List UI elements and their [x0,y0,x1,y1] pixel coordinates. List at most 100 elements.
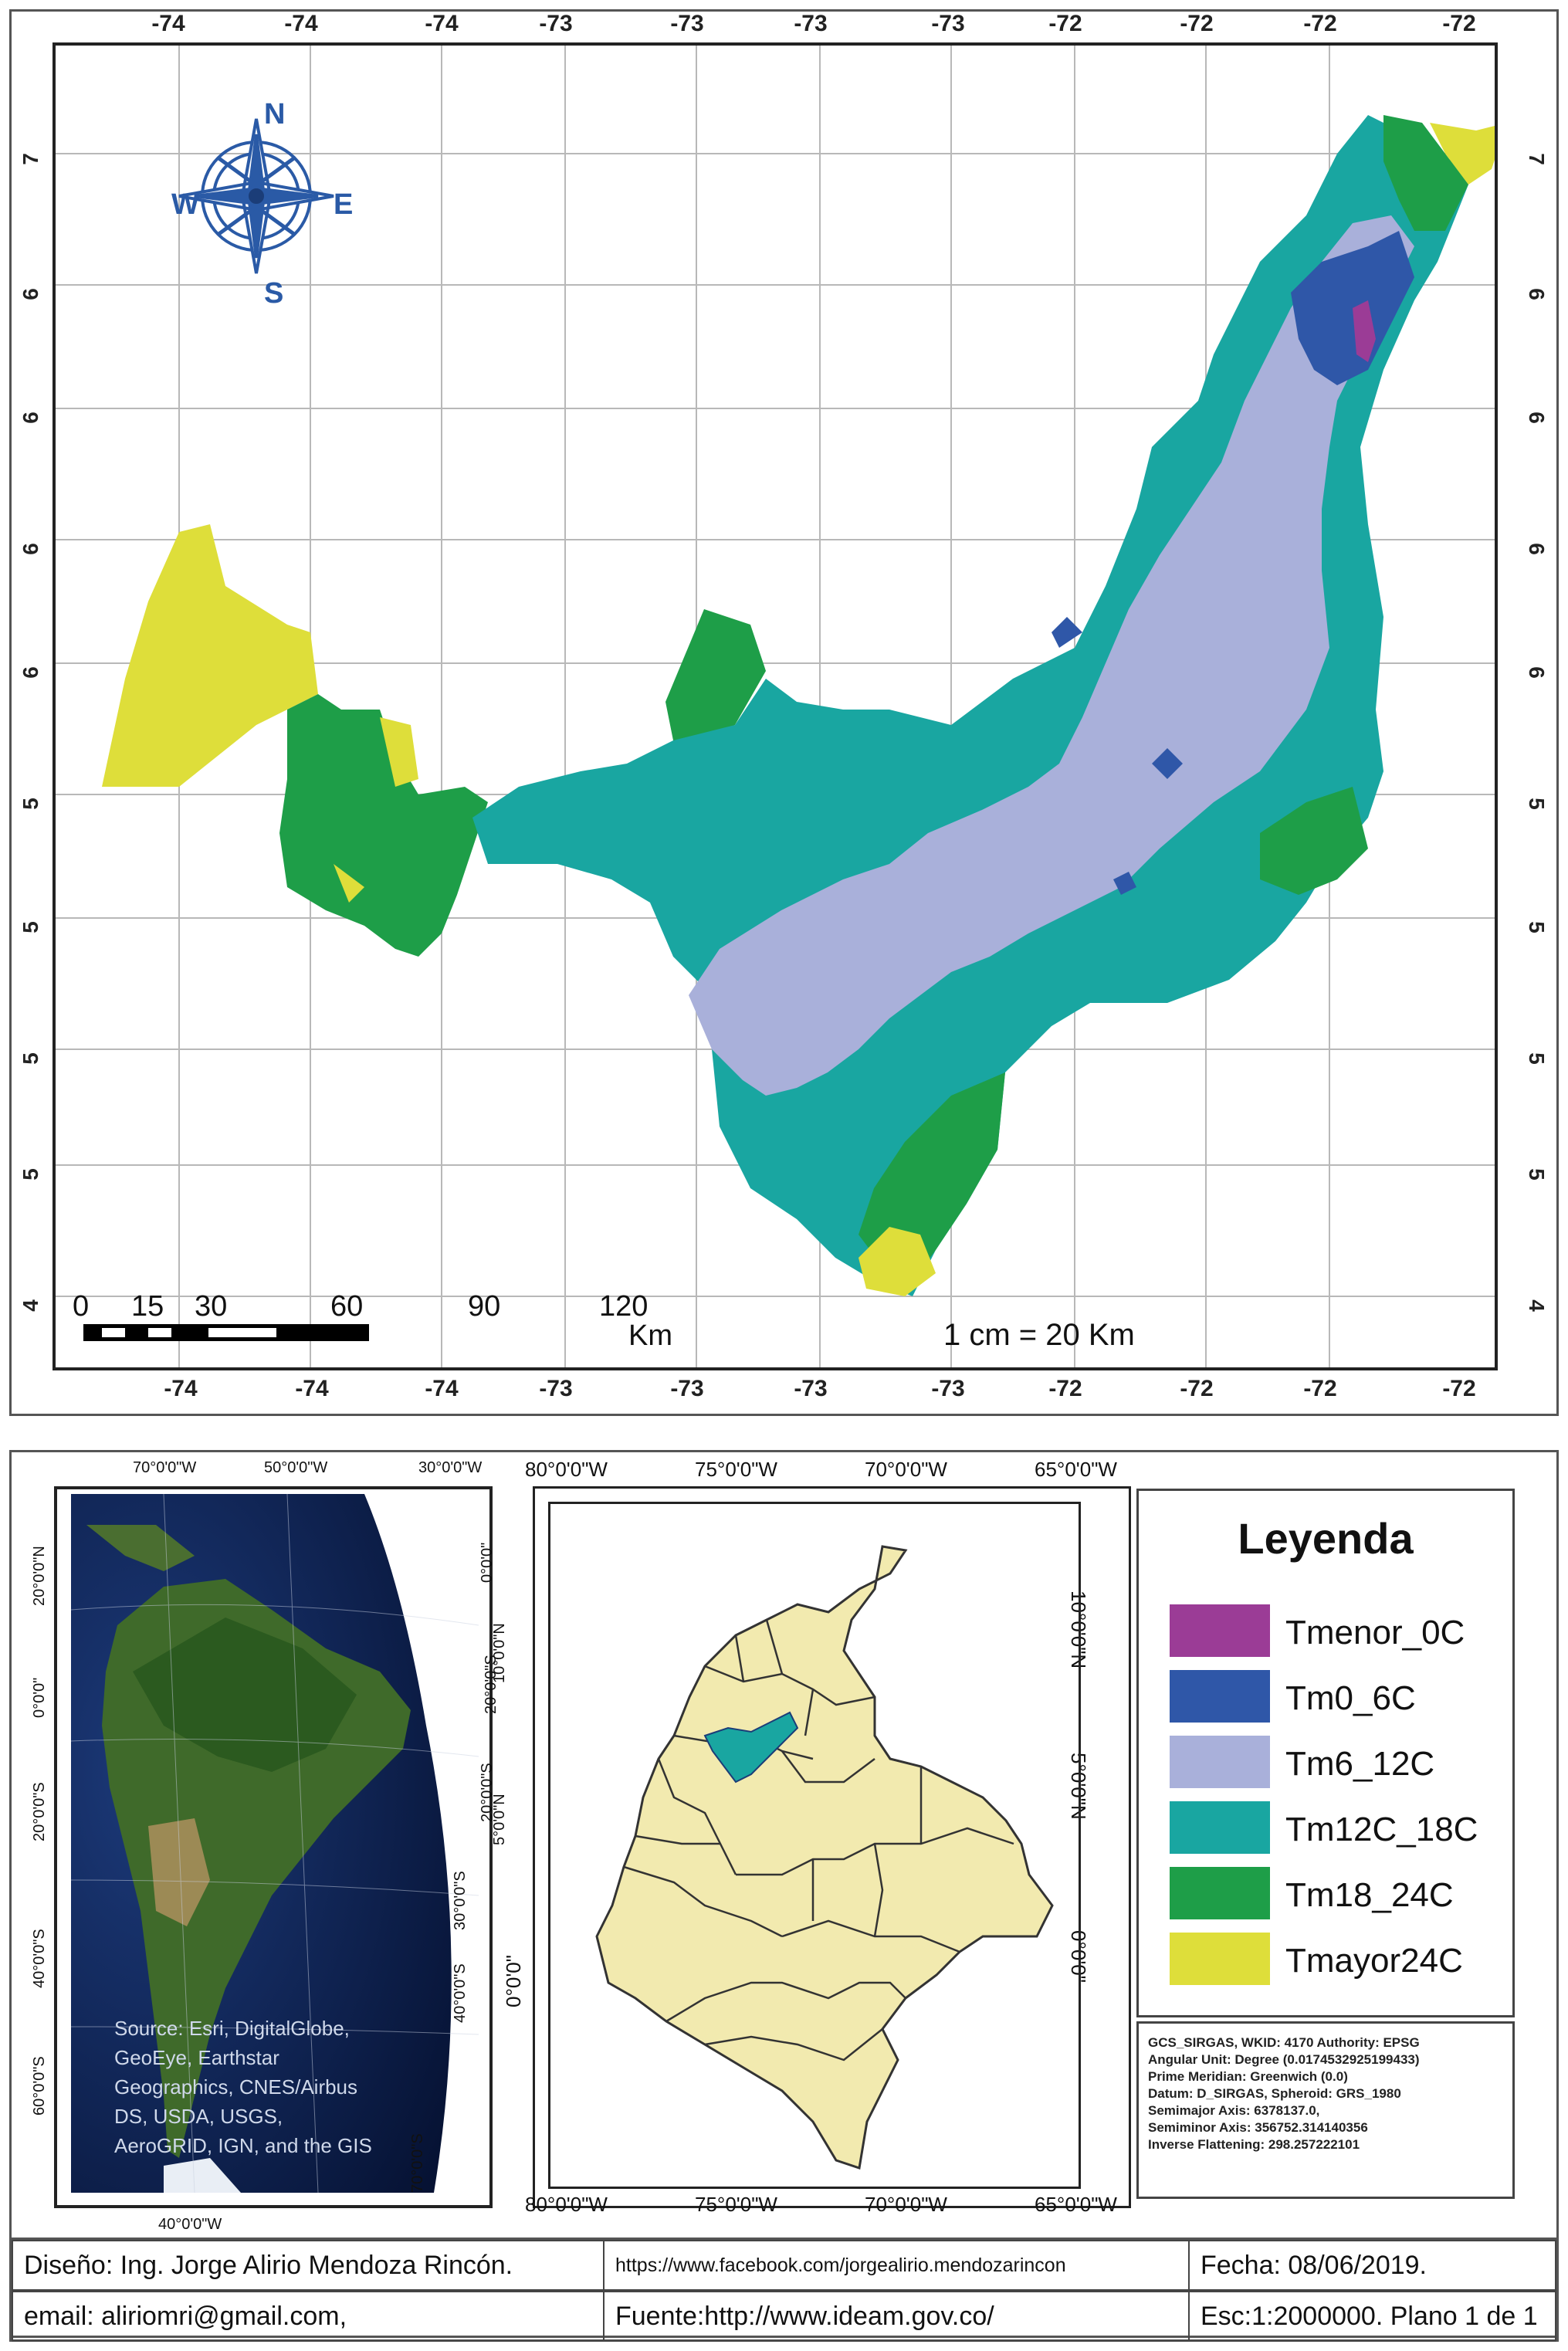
bottom-tick: -74 [164,1376,198,1401]
globe-top-tick: 30°0'0"W [418,1459,483,1476]
scale-ratio-text: 1 cm = 20 Km [943,1318,1135,1352]
source-line: DS, USDA, USGS, [114,2105,283,2128]
legend-swatch [1170,1867,1270,1919]
right-tick: 5 [1525,798,1549,810]
temperature-map [56,46,1507,1367]
top-tick: -72 [1303,11,1337,36]
top-tick: -72 [1048,11,1082,36]
left-tick: 5 [19,1168,42,1181]
footer-facebook-link[interactable]: https://www.facebook.com/jorgealirio.men… [603,2240,1190,2291]
left-tick: 6 [19,288,42,300]
top-tick: -74 [284,11,318,36]
top-tick: -73 [670,11,704,36]
colombia-bottom-tick: 65°0'0"W [1035,2193,1117,2216]
colombia-bottom-tick: 70°0'0"W [865,2193,947,2216]
region-tm6-12c [689,215,1414,1096]
boyaca-highlight [703,1711,799,1784]
bottom-tick: -74 [425,1376,459,1401]
top-tick: -73 [794,11,828,36]
crs-line: Angular Unit: Degree (0.0174532925199433… [1148,2052,1420,2067]
left-tick: 4 [19,1299,42,1312]
scale-bar [83,1324,369,1341]
globe-inner-tick: 0°0'0" [479,1542,496,1583]
bottom-tick: -73 [794,1376,828,1401]
north-arrow-icon [171,103,341,289]
right-tick: 6 [1525,666,1549,679]
legend-swatch [1170,1736,1270,1788]
bottom-tick: -72 [1048,1376,1082,1401]
left-tick: 5 [19,1052,42,1065]
globe-left-tick: 60°0'0"S [31,2056,48,2116]
colombia-top-tick: 75°0'0"W [695,1458,777,1481]
legend-item: Tm0_6C [1170,1670,1502,1723]
footer-email[interactable]: email: aliriomri@gmail.com, [12,2291,605,2342]
scale-label: 120 [599,1290,649,1323]
bottom-tick: -73 [931,1376,965,1401]
source-line: Geographics, CNES/Airbus [114,2075,358,2099]
south-america-satellite-image [71,1494,479,2193]
bottom-tick: -72 [1180,1376,1214,1401]
colombia-top-tick: 65°0'0"W [1035,1458,1117,1481]
left-tick: 5 [19,798,42,810]
colombia-left-tick: 0°0'0" [502,1955,525,2007]
source-line: Source: Esri, DigitalGlobe, [114,2017,350,2040]
compass-south-label: S [264,277,284,310]
colombia-top-tick: 70°0'0"W [865,1458,947,1481]
globe-left-tick: 40°0'0"S [31,1929,48,1988]
top-tick: -72 [1442,11,1476,36]
compass-north-label: N [264,98,286,130]
left-tick: 6 [19,666,42,679]
colombia-map-area [548,1502,1081,2189]
globe-bottom-tick: 40°0'0"W [158,2216,222,2233]
globe-inner-tick: 30°0'0"S [452,1871,469,1930]
compass-east-label: E [334,188,354,221]
crs-line: GCS_SIRGAS, WKID: 4170 Authority: EPSG [1148,2035,1420,2050]
region-tmayor24c-west [102,524,318,787]
source-line: AeroGRID, IGN, and the GIS [114,2134,372,2157]
top-tick: -73 [539,11,573,36]
scale-label: 30 [195,1290,228,1323]
top-tick: -74 [425,11,459,36]
legend-item: Tm12C_18C [1170,1801,1502,1854]
right-tick: 6 [1525,288,1549,300]
scale-unit: Km [628,1319,672,1352]
legend-item: Tmenor_0C [1170,1604,1502,1657]
legend-item: Tm18_24C [1170,1867,1502,1919]
top-tick: -72 [1180,11,1214,36]
legend-title: Leyenda [1238,1514,1414,1563]
globe-inner-tick: 40°0'0"S [452,1963,469,2023]
footer-design: Diseño: Ing. Jorge Alirio Mendoza Rincón… [12,2240,605,2291]
globe-top-tick: 50°0'0"W [264,1459,328,1476]
colombia-bottom-tick: 75°0'0"W [695,2193,777,2216]
footer-source-link[interactable]: Fuente:http://www.ideam.gov.co/ [603,2291,1190,2342]
right-tick: 5 [1525,921,1549,933]
top-tick: -74 [151,11,185,36]
source-line: GeoEye, Earthstar [114,2046,279,2069]
region-tmayor24c-westspots [334,717,418,903]
region-tm18-24c-north [665,609,766,740]
legend-label: Tm18_24C [1285,1876,1454,1914]
right-tick: 7 [1525,153,1549,165]
legend-item: Tm6_12C [1170,1736,1502,1788]
scale-label: 60 [330,1290,364,1323]
footer-date: Fecha: 08/06/2019. [1188,2240,1556,2291]
crs-line: Semimajor Axis: 6378137.0, [1148,2103,1320,2118]
legend-label: Tm6_12C [1285,1745,1435,1783]
crs-line: Semiminor Axis: 356752.314140356 [1148,2120,1368,2135]
bottom-tick: -73 [539,1376,573,1401]
bottom-tick: -74 [295,1376,329,1401]
right-tick: 6 [1525,543,1549,555]
right-tick: 6 [1525,412,1549,424]
legend-label: Tmenor_0C [1285,1614,1465,1651]
globe-left-tick: 0°0'0" [31,1677,48,1718]
legend-swatch [1170,1670,1270,1723]
region-tmenor-0c [1353,300,1376,362]
colombia-left-tick: 10°0'0"N [491,1623,508,1683]
left-tick: 7 [19,153,42,165]
footer-table: Diseño: Ing. Jorge Alirio Mendoza Rincón… [9,2238,1559,2342]
legend-label: Tm0_6C [1285,1679,1416,1717]
footer-scale: Esc:1:2000000. Plano 1 de 1 [1188,2291,1556,2342]
legend-item: Tmayor24C [1170,1933,1502,1985]
region-tm18-24c-east [859,115,1468,1281]
scale-label: 0 [73,1290,90,1323]
